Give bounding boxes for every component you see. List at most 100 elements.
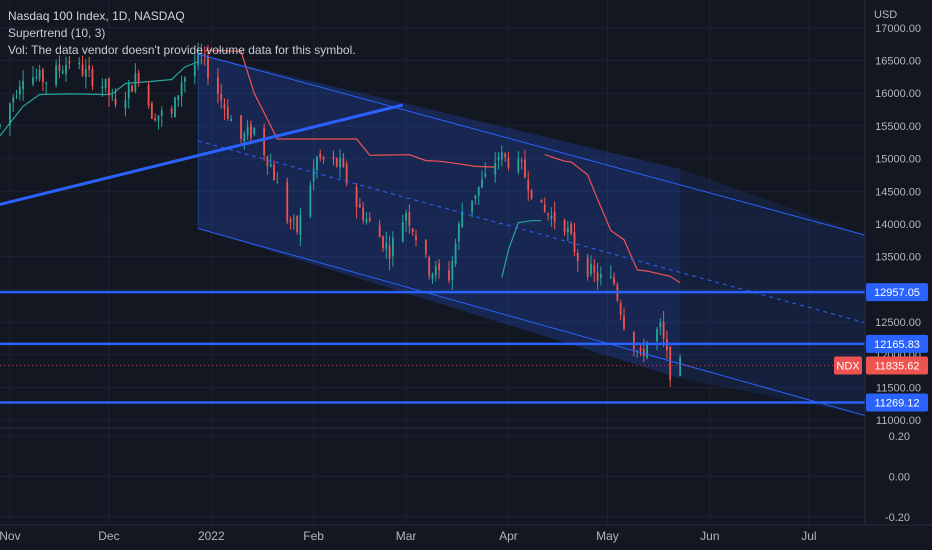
candle-body — [543, 204, 546, 212]
candle-body — [391, 238, 394, 256]
last-price-tag-text: 11835.62 — [874, 361, 919, 373]
candle-body — [636, 350, 639, 352]
chart-legend: Nasdaq 100 Index, 1D, NASDAQ Supertrend … — [8, 8, 356, 59]
candle-body — [494, 162, 497, 175]
candle-body — [662, 321, 665, 339]
price-tick-label: 13500.00 — [875, 252, 921, 264]
candle-body — [632, 332, 635, 350]
candle-body — [540, 199, 543, 203]
candle-body — [131, 85, 133, 92]
symbol-tag-text: NDX — [836, 361, 860, 373]
candle-body — [32, 77, 34, 85]
candle-body — [454, 243, 457, 265]
level-tag — [866, 283, 928, 302]
candle-body — [58, 64, 61, 71]
candle-body — [137, 73, 140, 82]
candle-body — [431, 273, 434, 279]
candle-body — [458, 223, 460, 242]
candle-body — [246, 127, 249, 136]
candle-body — [385, 242, 388, 249]
candle-body — [408, 212, 411, 226]
candle-body — [292, 218, 295, 220]
time-axis — [0, 525, 932, 550]
currency-label: USD — [874, 9, 897, 21]
candle-body — [183, 77, 186, 82]
candle-body — [358, 204, 361, 208]
candle-body — [428, 257, 431, 276]
candle-body — [405, 213, 407, 221]
candle-body — [253, 128, 256, 134]
time-tick-label: Feb — [303, 529, 324, 543]
candle-body — [362, 207, 365, 221]
level-tag — [866, 393, 928, 412]
chart-title[interactable]: Nasdaq 100 Index, 1D, NASDAQ — [8, 9, 185, 23]
candle-body — [599, 274, 602, 279]
price-tick-label: 17000.00 — [875, 23, 921, 35]
symbol-tag — [834, 356, 862, 375]
candle-body — [276, 182, 279, 184]
time-tick-label: Jul — [801, 529, 816, 543]
candle-body — [434, 266, 437, 276]
candle-body — [590, 264, 592, 275]
price-labels: 12957.05 12165.83 11269.12 11835.62 NDX — [834, 283, 928, 412]
candle-body — [81, 64, 84, 76]
candle-body — [312, 168, 315, 182]
channel-lower-line — [197, 228, 866, 417]
candle-body — [477, 186, 480, 196]
candle-body — [570, 224, 573, 234]
candle-body — [114, 98, 117, 105]
candle-body — [339, 157, 341, 168]
candle-body — [157, 115, 160, 121]
candle-body — [0, 124, 1, 126]
candle-body — [322, 157, 325, 160]
last-price-tag — [866, 356, 928, 375]
indicator-label[interactable]: Supertrend (10, 3) — [8, 26, 106, 40]
candle-body — [223, 103, 226, 109]
candle-body — [550, 215, 553, 219]
price-tick-label: 11000.00 — [876, 415, 921, 427]
volume-note: Vol: The data vendor doesn't provide vol… — [8, 43, 356, 57]
candle-body — [266, 156, 269, 166]
candle-body — [566, 227, 569, 233]
volume-tick-label: 0.00 — [889, 472, 910, 484]
candle-body — [154, 118, 157, 121]
candle-body — [88, 65, 91, 70]
candle-body — [500, 152, 503, 160]
candle-body — [38, 69, 41, 80]
candle-body — [642, 349, 645, 356]
volume-tick-label: 0.20 — [889, 431, 910, 443]
candle-body — [180, 82, 183, 96]
candle-body — [401, 221, 404, 242]
candle-body — [124, 100, 127, 109]
candle-body — [520, 160, 523, 162]
candle-body — [646, 341, 649, 358]
drawings[interactable] — [0, 53, 866, 417]
candle-body — [193, 64, 196, 77]
candle-body — [216, 77, 219, 95]
candle-body — [91, 69, 94, 87]
time-tick-label: May — [596, 529, 619, 543]
time-tick-label: 2022 — [198, 529, 225, 543]
candle-body — [65, 64, 67, 75]
candle-body — [484, 173, 487, 176]
time-tick-label: Jun — [700, 529, 719, 543]
candle-body — [547, 213, 549, 216]
candle-body — [316, 157, 318, 171]
candle-body — [596, 272, 599, 281]
candle-body — [517, 158, 520, 172]
candle-body — [461, 211, 464, 228]
candle-body — [104, 78, 107, 89]
price-tick-label: 12500.00 — [875, 317, 921, 329]
candle-body — [368, 218, 371, 222]
candle-body — [174, 97, 176, 118]
candle-body — [22, 81, 25, 90]
candle-body — [619, 302, 622, 315]
candle-body — [573, 232, 576, 252]
channel-upper-line — [197, 53, 866, 236]
candle-body — [471, 200, 474, 213]
price-tick-label: 15500.00 — [875, 121, 921, 133]
price-tick-label: 16500.00 — [875, 56, 921, 68]
candle-body — [134, 73, 137, 92]
